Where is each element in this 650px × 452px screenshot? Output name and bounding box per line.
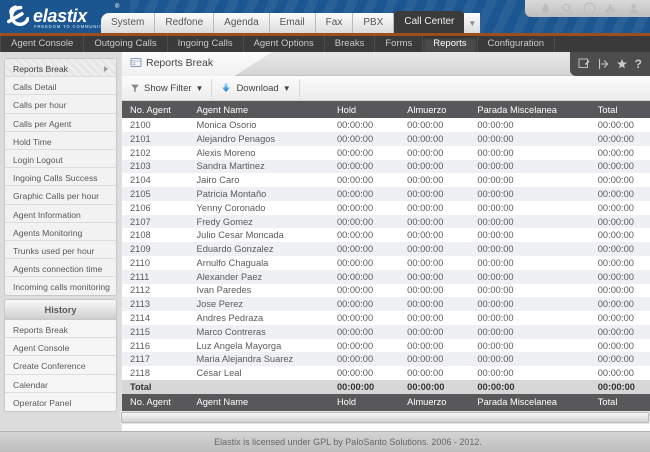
svg-text:i: i	[589, 5, 591, 13]
